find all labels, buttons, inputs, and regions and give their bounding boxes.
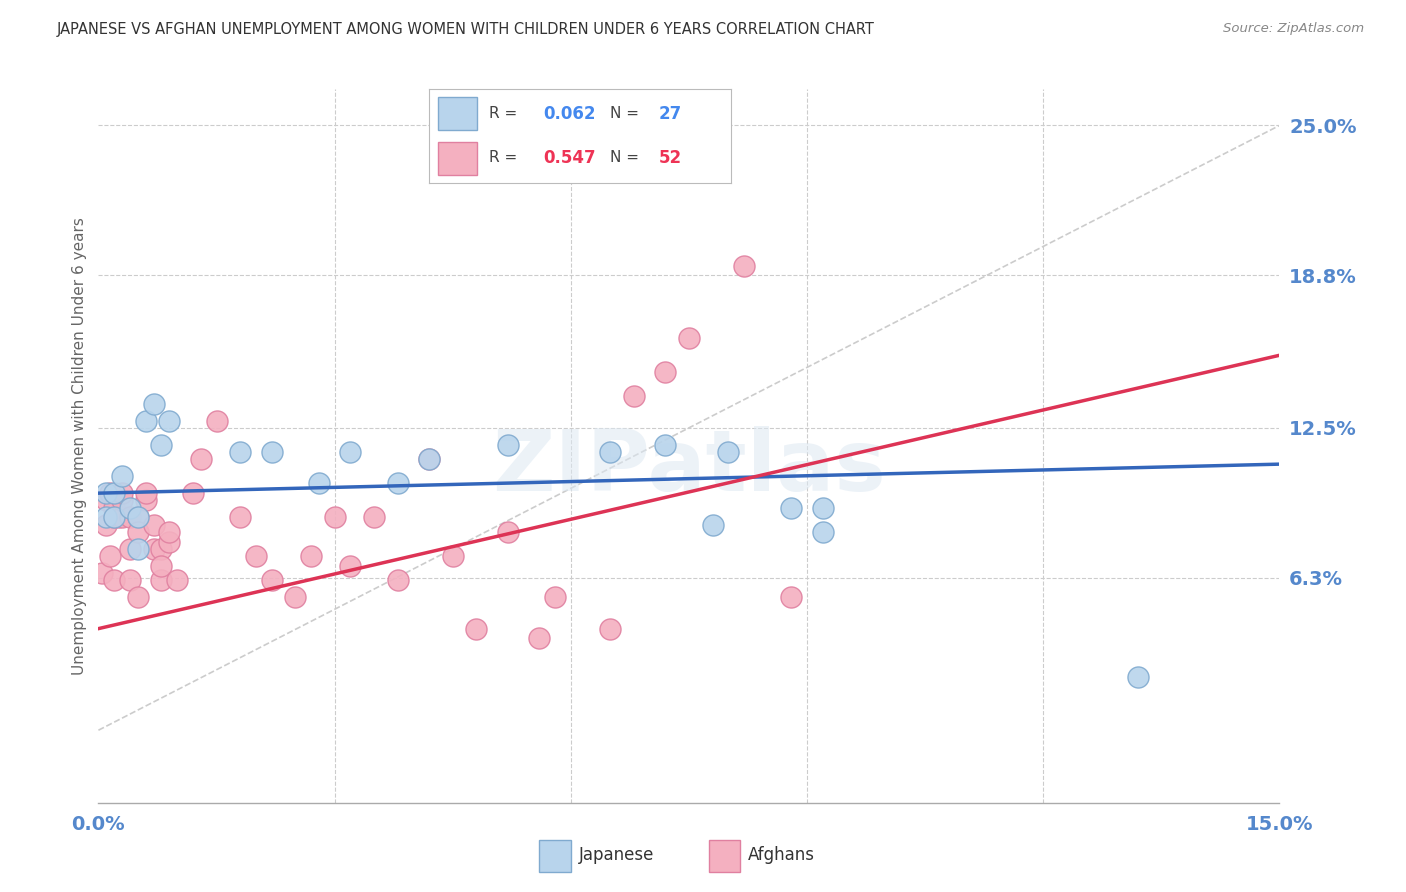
- Point: [811, 524, 834, 539]
- Text: 27: 27: [658, 104, 682, 122]
- Point: [717, 445, 740, 459]
- Bar: [437, 142, 477, 176]
- Point: [599, 622, 621, 636]
- Point: [142, 541, 165, 556]
- Point: [127, 510, 149, 524]
- Text: Afghans: Afghans: [748, 847, 815, 864]
- Point: [441, 549, 464, 563]
- Point: [135, 493, 157, 508]
- Point: [623, 389, 645, 403]
- Point: [702, 517, 724, 532]
- Point: [811, 500, 834, 515]
- Point: [205, 414, 228, 428]
- Point: [118, 541, 141, 556]
- Point: [157, 524, 180, 539]
- Text: 0.547: 0.547: [544, 149, 596, 167]
- Text: ZIPatlas: ZIPatlas: [492, 425, 886, 509]
- Point: [150, 558, 173, 573]
- Point: [733, 259, 755, 273]
- Point: [98, 486, 121, 500]
- Point: [118, 500, 141, 515]
- Point: [127, 590, 149, 604]
- Point: [496, 438, 519, 452]
- Text: 52: 52: [658, 149, 682, 167]
- Point: [150, 541, 173, 556]
- Point: [496, 524, 519, 539]
- Point: [118, 574, 141, 588]
- Point: [157, 414, 180, 428]
- Point: [127, 524, 149, 539]
- Point: [135, 414, 157, 428]
- Point: [103, 486, 125, 500]
- Point: [166, 574, 188, 588]
- Point: [299, 549, 322, 563]
- Point: [339, 558, 361, 573]
- Point: [780, 500, 803, 515]
- Point: [118, 510, 141, 524]
- Point: [127, 510, 149, 524]
- Text: N =: N =: [610, 150, 644, 165]
- Bar: [709, 840, 740, 871]
- Point: [135, 486, 157, 500]
- Point: [229, 445, 252, 459]
- Text: Japanese: Japanese: [579, 847, 654, 864]
- Point: [260, 574, 283, 588]
- Bar: [540, 840, 571, 871]
- Bar: [437, 96, 477, 130]
- Y-axis label: Unemployment Among Women with Children Under 6 years: Unemployment Among Women with Children U…: [72, 217, 87, 675]
- Point: [678, 331, 700, 345]
- Point: [111, 510, 134, 524]
- Point: [284, 590, 307, 604]
- Text: 0.062: 0.062: [544, 104, 596, 122]
- Point: [465, 622, 488, 636]
- Point: [96, 493, 118, 508]
- Point: [308, 476, 330, 491]
- Point: [157, 534, 180, 549]
- Point: [654, 438, 676, 452]
- Point: [529, 632, 551, 646]
- Point: [1126, 670, 1149, 684]
- Point: [142, 517, 165, 532]
- Point: [323, 510, 346, 524]
- Text: JAPANESE VS AFGHAN UNEMPLOYMENT AMONG WOMEN WITH CHILDREN UNDER 6 YEARS CORRELAT: JAPANESE VS AFGHAN UNEMPLOYMENT AMONG WO…: [56, 22, 875, 37]
- Point: [544, 590, 567, 604]
- Point: [363, 510, 385, 524]
- Point: [111, 469, 134, 483]
- Point: [127, 541, 149, 556]
- Point: [654, 365, 676, 379]
- Point: [599, 445, 621, 459]
- Point: [103, 510, 125, 524]
- Point: [111, 486, 134, 500]
- Point: [418, 452, 440, 467]
- Point: [387, 476, 409, 491]
- Point: [96, 510, 118, 524]
- Point: [103, 510, 125, 524]
- Point: [190, 452, 212, 467]
- Point: [150, 438, 173, 452]
- Point: [96, 517, 118, 532]
- Point: [103, 500, 125, 515]
- Point: [418, 452, 440, 467]
- Point: [98, 549, 121, 563]
- Point: [111, 493, 134, 508]
- Text: Source: ZipAtlas.com: Source: ZipAtlas.com: [1223, 22, 1364, 36]
- Point: [181, 486, 204, 500]
- Text: R =: R =: [489, 150, 523, 165]
- Point: [245, 549, 267, 563]
- Text: N =: N =: [610, 106, 644, 121]
- Point: [387, 574, 409, 588]
- Point: [96, 486, 118, 500]
- Point: [260, 445, 283, 459]
- Point: [780, 590, 803, 604]
- Point: [339, 445, 361, 459]
- Point: [107, 510, 129, 524]
- Point: [229, 510, 252, 524]
- Point: [142, 397, 165, 411]
- Point: [103, 574, 125, 588]
- Text: R =: R =: [489, 106, 523, 121]
- Point: [91, 566, 114, 580]
- Point: [150, 574, 173, 588]
